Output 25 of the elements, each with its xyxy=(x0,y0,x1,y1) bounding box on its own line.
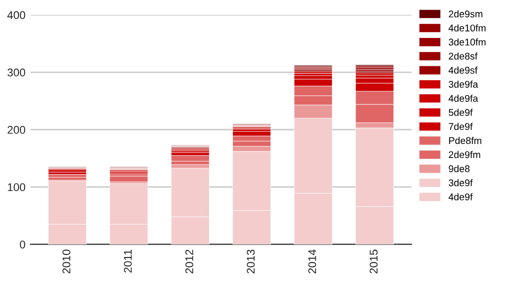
x-tick-label: 2013 xyxy=(246,250,255,274)
x-tick-label: 2014 xyxy=(308,250,316,274)
y-tick-label: 200 xyxy=(8,126,26,134)
x-tick-label: 2012 xyxy=(185,250,194,274)
legend-label: 4de9f xyxy=(448,193,473,200)
y-tick-label: 400 xyxy=(7,11,26,20)
y-tick-label: 100 xyxy=(8,183,26,192)
y-tick-label: 0 xyxy=(20,240,26,248)
legend-label: 4de10fm xyxy=(448,24,486,32)
legend-label: 7de9f xyxy=(448,122,473,130)
x-tick-label: 2011 xyxy=(124,250,132,273)
legend-label: 2de8sf xyxy=(448,52,478,60)
legend-label: 2de9fm xyxy=(448,150,480,158)
legend-label: 2de9sm xyxy=(448,10,482,18)
legend-label: 4de9sf xyxy=(448,66,478,74)
x-tick-label: 2010 xyxy=(62,250,70,274)
legend-label: 3de9f xyxy=(448,179,473,186)
legend-label: Pde8fm xyxy=(449,136,482,144)
legend-label: 3de9fa xyxy=(448,80,478,88)
x-tick-label: 2015 xyxy=(370,250,378,274)
legend-label: 4de9fa xyxy=(448,94,478,102)
y-tick-label: 300 xyxy=(8,68,26,76)
legend-label: 3de10fm xyxy=(448,38,486,46)
legend-label: 9de8 xyxy=(448,165,470,172)
legend-label: 5de9f xyxy=(448,108,473,116)
